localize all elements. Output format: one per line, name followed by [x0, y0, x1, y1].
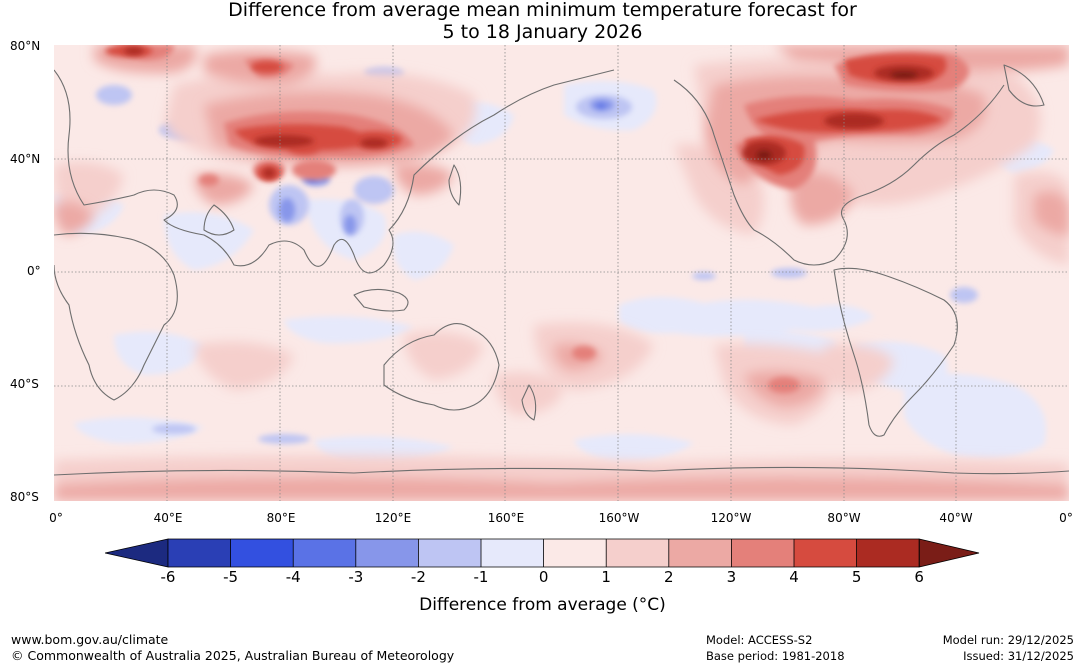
footer-copyright: © Commonwealth of Australia 2025, Austra…	[11, 648, 455, 663]
lat-label-0: 0°	[27, 264, 41, 278]
coast-new-zealand	[521, 384, 537, 421]
temperature-anomaly-map	[54, 45, 1069, 501]
colorbar-tick-neg4: -4	[285, 568, 301, 586]
lon-label-160w: 160°W	[598, 511, 640, 525]
colorbar-tick-neg6: -6	[160, 568, 176, 586]
coast-africa	[54, 232, 178, 401]
lon-label-0-left: 0°	[49, 511, 63, 525]
coast-indonesia	[353, 288, 409, 312]
lon-label-120e: 120°E	[374, 511, 412, 525]
colorbar-bin-4-5	[794, 539, 857, 567]
footer-model-run: Model run: 29/12/2025	[942, 633, 1074, 647]
coast-japan	[448, 164, 462, 206]
lat-label-40n: 40°N	[10, 152, 41, 166]
colorbar-tick-1: 1	[601, 568, 611, 586]
footer-issued: Issued: 31/12/2025	[963, 649, 1074, 663]
footer-url: www.bom.gov.au/climate	[11, 632, 169, 647]
colorbar-bin-3-4	[731, 539, 794, 567]
map-title-line1: Difference from average mean minimum tem…	[228, 0, 857, 21]
colorbar-dividers	[167, 538, 920, 568]
colorbar-tick-neg2: -2	[410, 568, 426, 586]
coast-greenland	[1003, 64, 1045, 107]
colorbar-bin-neg4-neg3	[293, 539, 356, 567]
colorbar-bin-neg2-neg1	[418, 539, 481, 567]
colorbar-tick-3: 3	[726, 568, 737, 586]
colorbar-tick-neg5: -5	[223, 568, 239, 586]
coast-south-america	[833, 267, 958, 437]
colorbar-extend-high	[918, 538, 980, 568]
colorbar-tick-6: 6	[914, 568, 924, 586]
coast-antarctica	[54, 466, 1069, 476]
lon-label-160e: 160°E	[487, 511, 525, 525]
lon-label-80e: 80°E	[266, 511, 296, 525]
lon-label-40w: 40°W	[939, 511, 973, 525]
lon-label-0-right: 0°	[1059, 511, 1073, 525]
footer-base-period: Base period: 1981-2018	[706, 649, 845, 663]
colorbar-tick-5: 5	[851, 568, 862, 586]
colorbar-bin-2-3	[668, 539, 732, 567]
lon-label-80w: 80°W	[827, 511, 861, 525]
lon-label-40e: 40°E	[153, 511, 183, 525]
lat-label-80s: 80°S	[10, 490, 39, 504]
coast-eurasia	[54, 69, 615, 274]
colorbar	[105, 538, 980, 568]
lat-label-80n: 80°N	[10, 39, 41, 53]
colorbar-bin-1-2	[606, 539, 669, 567]
lon-label-120w: 120°W	[710, 511, 752, 525]
colorbar-tick-neg1: -1	[473, 568, 489, 586]
colorbar-bin-neg5-neg4	[230, 539, 294, 567]
colorbar-tick-0: 0	[538, 568, 549, 586]
colorbar-extend-low	[105, 538, 169, 568]
coast-north-america	[673, 79, 1005, 266]
colorbar-tick-2: 2	[664, 568, 674, 586]
lat-label-40s: 40°S	[10, 377, 39, 391]
colorbar-tick-neg3: -3	[348, 568, 364, 586]
colorbar-tick-4: 4	[789, 568, 799, 586]
colorbar-bin-neg1-0	[481, 539, 544, 567]
coast-arabia	[203, 204, 235, 236]
colorbar-bin-5-6	[856, 539, 920, 567]
colorbar-bin-neg3-neg2	[355, 539, 419, 567]
graticule	[54, 45, 1069, 501]
colorbar-title: Difference from average (°C)	[419, 595, 666, 615]
coastlines	[54, 64, 1069, 476]
coast-australia	[383, 323, 500, 411]
map-title-line2: 5 to 18 January 2026	[442, 21, 643, 43]
warm-anomaly-regions	[54, 45, 1069, 501]
colorbar-bin-neg6-neg5	[168, 539, 231, 567]
footer-model: Model: ACCESS-S2	[706, 633, 813, 647]
colorbar-bin-0-1	[543, 539, 607, 567]
